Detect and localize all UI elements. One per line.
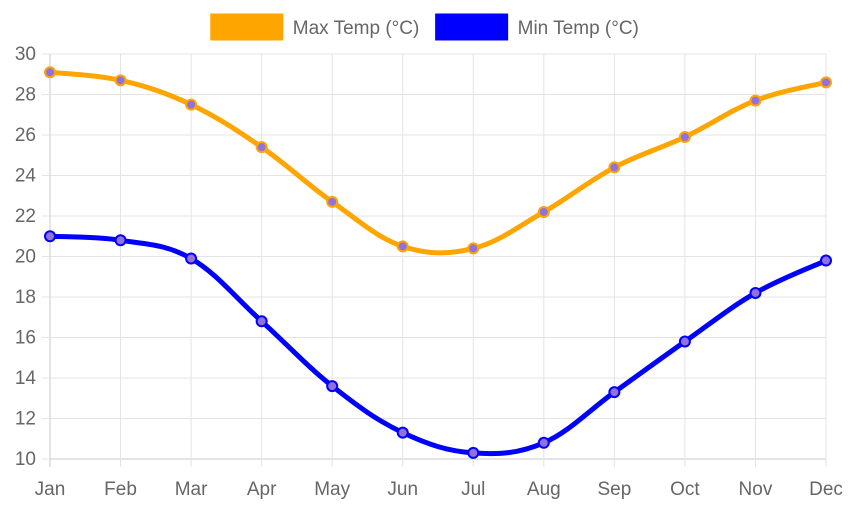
legend-swatch-max-temp bbox=[210, 13, 284, 41]
min-temp-line bbox=[47, 233, 829, 457]
max-temp-line bbox=[47, 69, 829, 256]
min-temp-point-jun[interactable] bbox=[396, 426, 409, 439]
min-temp-point-feb[interactable] bbox=[114, 234, 127, 247]
max-temp-point-feb[interactable] bbox=[114, 74, 127, 87]
max-temp-point-oct[interactable] bbox=[678, 131, 691, 144]
min-temp-point-mar[interactable] bbox=[185, 252, 198, 265]
x-tick-label-oct: Oct bbox=[670, 479, 700, 500]
x-tick-label-sep: Sep bbox=[597, 479, 631, 500]
y-tick-label: 30 bbox=[15, 44, 36, 65]
min-temp-point-may[interactable] bbox=[326, 380, 339, 393]
y-tick-label: 24 bbox=[15, 166, 37, 187]
y-tick-label: 16 bbox=[15, 328, 36, 349]
legend-item-min-temp[interactable]: Min Temp (°C) bbox=[435, 13, 639, 41]
min-temp-point-sep[interactable] bbox=[608, 386, 621, 399]
legend-item-max-temp[interactable]: Max Temp (°C) bbox=[210, 13, 420, 41]
legend[interactable]: Max Temp (°C) Min Temp (°C) bbox=[210, 13, 639, 41]
max-temp-point-apr[interactable] bbox=[255, 141, 268, 154]
min-temp-point-aug[interactable] bbox=[537, 436, 550, 449]
x-tick-label-jan: Jan bbox=[35, 479, 66, 500]
y-tick-label: 22 bbox=[15, 206, 36, 227]
legend-swatch-min-temp bbox=[435, 13, 509, 41]
min-temp-point-jul[interactable] bbox=[467, 446, 480, 459]
max-temp-point-jan[interactable] bbox=[44, 66, 56, 79]
min-temp-point-dec[interactable] bbox=[820, 254, 832, 267]
min-temp-point-jan[interactable] bbox=[44, 230, 56, 243]
series bbox=[44, 66, 832, 459]
min-temp-point-oct[interactable] bbox=[678, 335, 691, 348]
max-temp-point-sep[interactable] bbox=[608, 161, 621, 174]
max-temp-point-mar[interactable] bbox=[185, 98, 198, 111]
max-temp-point-aug[interactable] bbox=[537, 205, 550, 218]
x-tick-label-jul: Jul bbox=[461, 479, 485, 500]
legend-label-max-temp: Max Temp (°C) bbox=[293, 18, 420, 39]
legend-label-min-temp: Min Temp (°C) bbox=[518, 18, 639, 39]
max-temp-point-jul[interactable] bbox=[467, 242, 480, 255]
max-temp-point-nov[interactable] bbox=[749, 94, 762, 107]
x-tick-label-mar: Mar bbox=[175, 479, 208, 500]
max-temp-series bbox=[44, 66, 832, 256]
y-tick-label: 10 bbox=[15, 449, 36, 470]
y-tick-label: 20 bbox=[15, 247, 36, 268]
grid bbox=[49, 53, 827, 467]
min-temp-point-nov[interactable] bbox=[749, 286, 762, 299]
x-tick-label-dec: Dec bbox=[809, 479, 843, 500]
x-tick-label-may: May bbox=[314, 479, 350, 500]
y-tick-label: 28 bbox=[15, 85, 36, 106]
y-tick-label: 26 bbox=[15, 125, 36, 146]
axes: 10 12 14 16 18 20 22 24 26 28 30 Jan Feb Mar Apr May Jun… bbox=[15, 44, 843, 500]
x-tick-label-feb: Feb bbox=[104, 479, 137, 500]
y-tick-label: 14 bbox=[15, 368, 37, 389]
max-temp-point-jun[interactable] bbox=[396, 240, 409, 253]
x-tick-label-apr: Apr bbox=[247, 479, 277, 500]
max-temp-point-dec[interactable] bbox=[820, 76, 832, 89]
y-tick-label: 18 bbox=[15, 287, 36, 308]
x-tick-label-nov: Nov bbox=[739, 479, 773, 500]
y-tick-label: 12 bbox=[15, 409, 36, 430]
x-tick-label-jun: Jun bbox=[387, 479, 418, 500]
x-tick-label-aug: Aug bbox=[527, 479, 561, 500]
min-temp-series bbox=[44, 230, 832, 459]
min-temp-point-apr[interactable] bbox=[255, 315, 268, 328]
max-temp-point-may[interactable] bbox=[326, 195, 339, 208]
